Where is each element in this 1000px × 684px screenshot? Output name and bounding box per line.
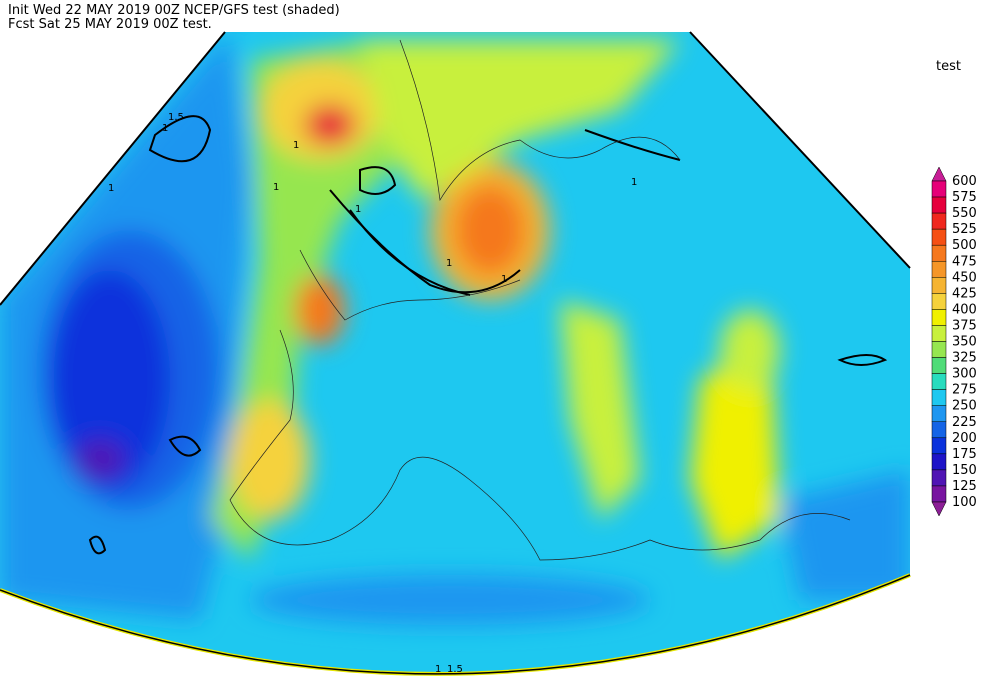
colorbar-cell (931, 180, 947, 198)
colorbar-cell (931, 405, 947, 423)
colorbar-label: 400 (952, 302, 977, 317)
colorbar-cell (931, 261, 947, 278)
colorbar-label: 200 (952, 431, 977, 446)
contour-label: 1 (446, 258, 452, 269)
colorbar-cell (931, 453, 947, 471)
colorbar-cell (931, 389, 947, 406)
contour-label: 1.5 (447, 664, 463, 675)
coastlines (229, 39, 851, 561)
colorbar-label: 575 (952, 190, 977, 205)
colorbar: 6005755505255004754504254003753503253002… (931, 166, 977, 517)
shaded-field (0, 32, 910, 674)
colorbar-cell (931, 485, 947, 503)
colorbar-label: 450 (952, 270, 977, 285)
colorbar-cell (931, 196, 947, 214)
colorbar-cell (931, 341, 947, 358)
colorbar-cell (931, 373, 947, 390)
colorbar-label: 475 (952, 254, 977, 269)
colorbar-label: 175 (952, 447, 977, 462)
colorbar-label: 300 (952, 367, 977, 382)
contour-label: 1 (162, 123, 168, 134)
colorbar-cell (931, 277, 947, 294)
map-edge (0, 31, 911, 306)
colorbar-arrow (931, 166, 947, 182)
colorbar-cell (931, 325, 947, 342)
colorbar-label: 250 (952, 399, 977, 414)
colorbar-label: 150 (952, 463, 977, 478)
colorbar-label: 500 (952, 238, 977, 253)
contours (88, 115, 888, 555)
legend-title: test (936, 59, 961, 74)
contour-label: 1 (501, 274, 507, 285)
fcst-line: Fcst Sat 25 MAY 2019 00Z test. (8, 17, 212, 32)
colorbar-label: 100 (952, 495, 977, 510)
colorbar-label: 525 (952, 222, 977, 237)
map-edge-line (0, 574, 911, 675)
colorbar-label: 600 (952, 174, 977, 189)
colorbar-label: 125 (952, 479, 977, 494)
colorbar-cell (931, 309, 947, 326)
colorbar-label: 325 (952, 351, 977, 366)
contour-label: 1 (631, 177, 637, 188)
contour-label: 1 (108, 183, 114, 194)
contour-label: 1.5 (168, 112, 184, 123)
colorbar-cell (931, 244, 947, 262)
contour-label: 1 (435, 664, 441, 675)
contour-label: 1 (273, 182, 279, 193)
contour-label: 1 (293, 140, 299, 151)
colorbar-label: 550 (952, 206, 977, 221)
colorbar-cell (931, 212, 947, 230)
colorbar-label: 275 (952, 383, 977, 398)
contour-label: 1 (355, 204, 361, 215)
colorbar-cell (931, 357, 947, 374)
colorbar-label: 425 (952, 286, 977, 301)
colorbar-arrow (931, 501, 947, 517)
colorbar-cell (931, 469, 947, 487)
colorbar-label: 350 (952, 335, 977, 350)
colorbar-label: 375 (952, 318, 977, 333)
colorbar-cell (931, 421, 947, 439)
colorbar-cell (931, 437, 947, 455)
contour-labels: 1.5 1 1 1 1 1 1 1 1 1 1.5 (108, 112, 637, 675)
colorbar-label: 225 (952, 415, 977, 430)
colorbar-cell (931, 228, 947, 246)
init-line: Init Wed 22 MAY 2019 00Z NCEP/GFS test (… (8, 3, 340, 18)
colorbar-cell (931, 293, 947, 310)
